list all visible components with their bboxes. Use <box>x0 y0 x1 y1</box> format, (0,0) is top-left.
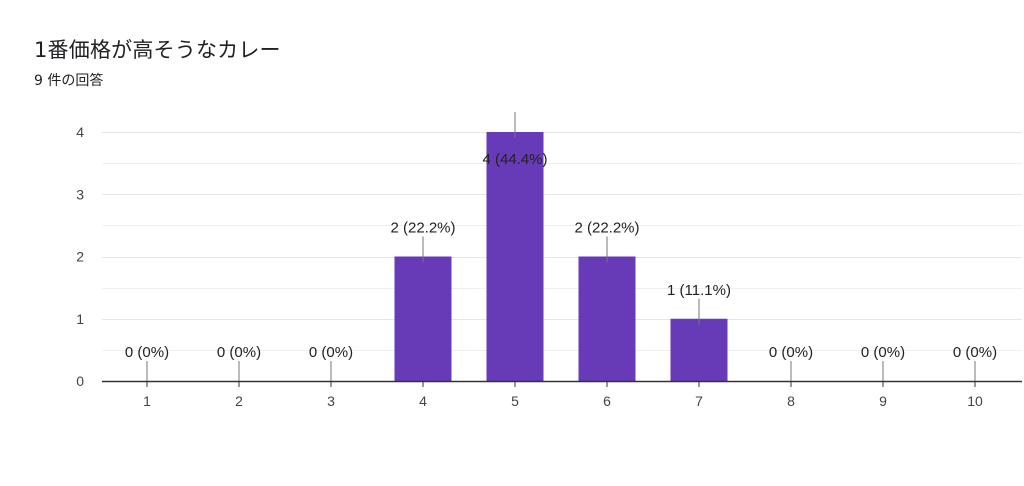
y-tick-label: 2 <box>76 249 84 265</box>
data-label: 0 (0%) <box>125 344 169 361</box>
data-label: 0 (0%) <box>309 344 353 361</box>
bars <box>394 132 728 381</box>
chart-title: 1番価格が高そうなカレー <box>34 38 281 62</box>
data-label: 0 (0%) <box>861 344 905 361</box>
x-tick-label: 7 <box>695 393 703 409</box>
x-tick-label: 4 <box>419 393 427 409</box>
data-label: 0 (0%) <box>769 344 813 361</box>
y-tick-label: 1 <box>76 311 84 327</box>
bar <box>578 256 636 381</box>
bar <box>670 318 728 381</box>
x-tick-label: 9 <box>879 393 887 409</box>
data-label: 2 (22.2%) <box>574 220 639 237</box>
response-count: 9 件の回答 <box>34 73 104 89</box>
x-tick-label: 2 <box>235 393 243 409</box>
data-label: 1 (11.1%) <box>667 282 731 299</box>
x-tick-label: 5 <box>511 393 519 409</box>
x-tick-label: 10 <box>967 393 983 409</box>
data-label: 0 (0%) <box>217 344 261 361</box>
x-tick-label: 1 <box>143 393 151 409</box>
y-axis-ticks: 0 1 2 3 4 <box>76 124 84 389</box>
bar <box>394 256 452 381</box>
x-tick-label: 6 <box>603 393 611 409</box>
x-tick-label: 3 <box>327 393 335 409</box>
data-label: 2 (22.2%) <box>390 220 455 237</box>
y-tick-label: 3 <box>76 186 84 202</box>
grid-lines <box>102 132 1022 351</box>
x-axis-ticks: 1 2 3 4 5 6 7 8 9 10 <box>143 381 983 409</box>
data-label: 4 (44.4%) <box>482 151 547 168</box>
bar <box>486 132 544 381</box>
data-label: 0 (0%) <box>953 344 997 361</box>
data-labels: 0 (0%) 0 (0%) 0 (0%) 2 (22.2%) 4 (44.4%) 2 (2… <box>125 112 997 381</box>
x-tick-label: 8 <box>787 393 795 409</box>
y-tick-label: 4 <box>76 124 84 140</box>
y-tick-label: 0 <box>76 373 84 389</box>
